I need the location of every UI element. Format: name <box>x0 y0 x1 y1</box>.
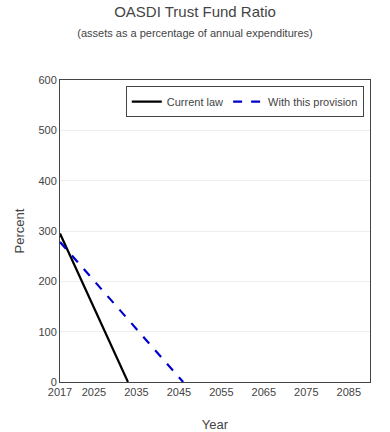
svg-text:200: 200 <box>38 275 56 287</box>
svg-text:Year: Year <box>202 417 229 432</box>
svg-text:2075: 2075 <box>294 386 318 398</box>
svg-text:2017: 2017 <box>48 386 72 398</box>
svg-text:2045: 2045 <box>167 386 191 398</box>
svg-text:With this provision: With this provision <box>268 96 357 108</box>
svg-text:2055: 2055 <box>209 386 233 398</box>
svg-text:0: 0 <box>51 376 57 388</box>
svg-text:Percent: Percent <box>12 208 27 253</box>
svg-text:2085: 2085 <box>337 386 361 398</box>
svg-text:300: 300 <box>38 225 56 237</box>
svg-text:2065: 2065 <box>252 386 276 398</box>
svg-text:600: 600 <box>38 74 56 86</box>
svg-text:500: 500 <box>38 124 56 136</box>
svg-text:OASDI Trust Fund Ratio(assets: OASDI Trust Fund Ratio(assets as a perce… <box>77 3 312 39</box>
svg-text:100: 100 <box>38 326 56 338</box>
svg-text:2035: 2035 <box>124 386 148 398</box>
svg-text:Current law: Current law <box>167 96 223 108</box>
svg-text:2025: 2025 <box>82 386 106 398</box>
svg-text:400: 400 <box>38 175 56 187</box>
